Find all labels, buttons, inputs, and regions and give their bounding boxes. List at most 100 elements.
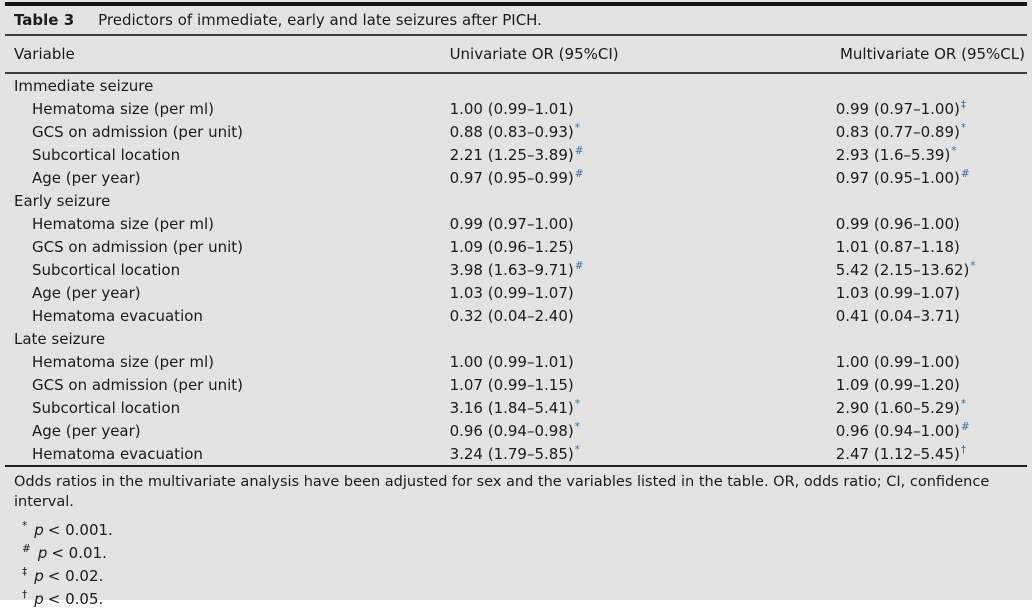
col-header-multivariate: Multivariate OR (95%CL) bbox=[827, 36, 1027, 74]
significance-marker: * bbox=[574, 444, 580, 456]
table-caption: Table 3 Predictors of immediate, early a… bbox=[5, 6, 1027, 36]
significance-marker: * bbox=[574, 421, 580, 433]
or-value-cell: 0.99 (0.97–1.00) bbox=[449, 214, 574, 233]
or-value-cell: 2.93 (1.6–5.39)* bbox=[835, 145, 957, 164]
footnote-marker: * bbox=[22, 520, 28, 532]
footnote-symbol-item: * p < 0.001. bbox=[5, 515, 1027, 539]
footnote-marker: † bbox=[22, 589, 28, 601]
table-row: Hematoma evacuation 0.32 (0.04–2.40) 0.41 … bbox=[5, 304, 1027, 327]
table-row: Subcortical location 2.21 (1.25–3.89)# 2.9… bbox=[5, 143, 1027, 166]
significance-marker: # bbox=[574, 168, 584, 180]
variable-cell: GCS on admission (per unit) bbox=[32, 375, 244, 394]
or-value-cell: 0.88 (0.83–0.93)* bbox=[449, 122, 580, 141]
table-row: GCS on admission (per unit) 0.88 (0.83–0.… bbox=[5, 120, 1027, 143]
table-row: GCS on admission (per unit) 1.09 (0.96–1.… bbox=[5, 235, 1027, 258]
section-header: Immediate seizure bbox=[14, 76, 154, 95]
or-value-cell: 1.07 (0.99–1.15) bbox=[449, 375, 574, 394]
variable-cell: Subcortical location bbox=[32, 145, 181, 164]
significance-marker: * bbox=[574, 398, 580, 410]
table-title: Predictors of immediate, early and late … bbox=[98, 11, 542, 29]
p-threshold: < 0.02. bbox=[47, 567, 104, 585]
footnote-symbol-item: ‡ p < 0.02. bbox=[5, 561, 1027, 585]
p-symbol: p bbox=[34, 590, 44, 608]
p-symbol: p bbox=[34, 567, 44, 585]
significance-marker: # bbox=[574, 260, 584, 272]
col-header-univariate: Univariate OR (95%CI) bbox=[449, 36, 828, 74]
variable-cell: Hematoma evacuation bbox=[32, 444, 203, 463]
variable-cell: Subcortical location bbox=[32, 398, 181, 417]
table-row: Age (per year) 0.97 (0.95–0.99)# 0.97 (0.9… bbox=[5, 166, 1027, 189]
or-value-cell: 0.96 (0.94–1.00)# bbox=[835, 421, 970, 440]
variable-cell: Hematoma size (per ml) bbox=[32, 352, 214, 371]
significance-marker: # bbox=[960, 168, 970, 180]
or-value-cell: 1.01 (0.87–1.18) bbox=[835, 237, 960, 256]
or-value-cell: 5.42 (2.15–13.62)* bbox=[835, 260, 976, 279]
footnote-symbol-item: # p < 0.01. bbox=[5, 538, 1027, 562]
table-bottom-rule bbox=[5, 465, 1027, 467]
or-value-cell: 2.90 (1.60–5.29)* bbox=[835, 398, 967, 417]
or-value-cell: 1.09 (0.96–1.25) bbox=[449, 237, 574, 256]
variable-cell: Age (per year) bbox=[32, 421, 141, 440]
p-symbol: p bbox=[34, 521, 44, 539]
or-value-cell: 0.99 (0.96–1.00) bbox=[835, 214, 960, 233]
or-value-cell: 0.83 (0.77–0.89)* bbox=[835, 122, 967, 141]
significance-marker: ‡ bbox=[960, 99, 967, 111]
variable-cell: Hematoma size (per ml) bbox=[32, 99, 214, 118]
table-row: Hematoma size (per ml) 1.00 (0.99–1.01) 0.… bbox=[5, 97, 1027, 120]
footnote-symbol-list: * p < 0.001. # p < 0.01. ‡ p < 0.02. † p < 0.05. bbox=[5, 515, 1027, 608]
significance-marker: * bbox=[574, 122, 580, 134]
table-row: Age (per year) 1.03 (0.99–1.07) 1.03 (0.99… bbox=[5, 281, 1027, 304]
table-row: Age (per year) 0.96 (0.94–0.98)* 0.96 (0.9… bbox=[5, 419, 1027, 442]
variable-cell: Hematoma evacuation bbox=[32, 306, 203, 325]
section-header-row: Early seizure bbox=[5, 189, 1027, 212]
or-value-cell: 2.21 (1.25–3.89)# bbox=[449, 145, 584, 164]
or-value-cell: 3.24 (1.79–5.85)* bbox=[449, 444, 580, 463]
variable-cell: GCS on admission (per unit) bbox=[32, 122, 244, 141]
table-row: Hematoma size (per ml) 1.00 (0.99–1.01) 1.… bbox=[5, 350, 1027, 373]
or-value-cell: 1.09 (0.99–1.20) bbox=[835, 375, 960, 394]
header-row: Variable Univariate OR (95%CI) Multivari… bbox=[5, 36, 1027, 74]
significance-marker: * bbox=[951, 145, 957, 157]
data-table: Variable Univariate OR (95%CI) Multivari… bbox=[5, 36, 1027, 465]
or-value-cell: 0.97 (0.95–1.00)# bbox=[835, 168, 970, 187]
table-row: Hematoma size (per ml) 0.99 (0.97–1.00) 0.… bbox=[5, 212, 1027, 235]
footnote-marker: ‡ bbox=[22, 566, 28, 578]
section-header-row: Late seizure bbox=[5, 327, 1027, 350]
significance-marker: # bbox=[574, 145, 584, 157]
variable-cell: Age (per year) bbox=[32, 283, 141, 302]
or-value-cell: 1.00 (0.99–1.01) bbox=[449, 352, 574, 371]
p-threshold: < 0.05. bbox=[47, 590, 104, 608]
table-row: GCS on admission (per unit) 1.07 (0.99–1.… bbox=[5, 373, 1027, 396]
table-row: Subcortical location 3.16 (1.84–5.41)* 2.9… bbox=[5, 396, 1027, 419]
or-value-cell: 2.47 (1.12–5.45)† bbox=[835, 444, 967, 463]
or-value-cell: 1.03 (0.99–1.07) bbox=[449, 283, 574, 302]
significance-marker: * bbox=[960, 122, 967, 134]
significance-marker: * bbox=[960, 398, 967, 410]
table-number: Table 3 bbox=[14, 11, 75, 29]
significance-marker: * bbox=[970, 260, 976, 272]
or-value-cell: 1.03 (0.99–1.07) bbox=[835, 283, 960, 302]
footnote-general: Odds ratios in the multivariate analysis… bbox=[14, 474, 990, 510]
p-threshold: < 0.001. bbox=[47, 521, 113, 539]
section-header: Early seizure bbox=[14, 191, 111, 210]
or-value-cell: 0.97 (0.95–0.99)# bbox=[449, 168, 584, 187]
variable-cell: GCS on admission (per unit) bbox=[32, 237, 244, 256]
table-inner: Table 3 Predictors of immediate, early a… bbox=[5, 2, 1027, 608]
footnote-symbol-item: † p < 0.05. bbox=[5, 584, 1027, 608]
or-value-cell: 1.00 (0.99–1.00) bbox=[835, 352, 960, 371]
p-symbol: p bbox=[37, 544, 48, 562]
or-value-cell: 0.99 (0.97–1.00)‡ bbox=[835, 99, 967, 118]
or-value-cell: 1.00 (0.99–1.01) bbox=[449, 99, 574, 118]
col-header-variable: Variable bbox=[5, 36, 450, 74]
table-row: Subcortical location 3.98 (1.63–9.71)# 5.4… bbox=[5, 258, 1027, 281]
significance-marker: † bbox=[960, 444, 967, 456]
or-value-cell: 0.41 (0.04–3.71) bbox=[835, 306, 960, 325]
or-value-cell: 0.32 (0.04–2.40) bbox=[449, 306, 574, 325]
or-value-cell: 0.96 (0.94–0.98)* bbox=[449, 421, 580, 440]
table-row: Hematoma evacuation 3.24 (1.79–5.85)* 2.47… bbox=[5, 442, 1027, 465]
or-value-cell: 3.16 (1.84–5.41)* bbox=[449, 398, 580, 417]
footnote-marker: # bbox=[22, 543, 31, 555]
section-header: Late seizure bbox=[14, 329, 106, 348]
variable-cell: Subcortical location bbox=[32, 260, 181, 279]
